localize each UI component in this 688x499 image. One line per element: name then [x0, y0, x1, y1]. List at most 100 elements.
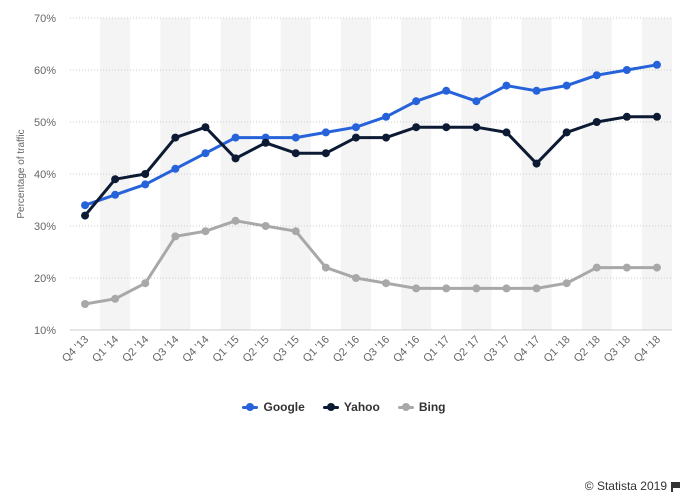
- data-point-google[interactable]: [652, 60, 661, 69]
- y-tick-label: 20%: [34, 273, 56, 285]
- data-point-google[interactable]: [412, 97, 421, 106]
- x-tick-label: Q2 '18: [572, 334, 603, 365]
- data-point-yahoo[interactable]: [171, 133, 180, 142]
- data-point-bing[interactable]: [81, 300, 90, 308]
- data-point-google[interactable]: [351, 123, 360, 132]
- data-point-bing[interactable]: [382, 279, 391, 288]
- data-point-google[interactable]: [502, 81, 511, 90]
- y-axis-title: Percentage of traffic: [16, 129, 27, 218]
- statista-credit[interactable]: © Statista 2019: [585, 479, 680, 493]
- x-tick-label: Q4 '16: [391, 334, 422, 365]
- data-point-yahoo[interactable]: [622, 112, 631, 121]
- data-point-bing[interactable]: [261, 222, 270, 230]
- data-point-bing[interactable]: [321, 263, 330, 272]
- data-point-google[interactable]: [622, 66, 631, 74]
- credit-text: © Statista 2019: [584, 479, 667, 493]
- data-point-yahoo[interactable]: [201, 123, 210, 132]
- data-point-yahoo[interactable]: [111, 175, 120, 184]
- y-tick-label: 40%: [34, 169, 56, 181]
- x-tick-label: Q3 '16: [361, 334, 392, 365]
- data-point-google[interactable]: [562, 81, 571, 90]
- data-point-google[interactable]: [472, 97, 481, 106]
- data-point-yahoo[interactable]: [321, 149, 330, 158]
- data-point-yahoo[interactable]: [81, 211, 90, 220]
- data-point-bing[interactable]: [562, 279, 571, 288]
- y-tick-label: 50%: [34, 117, 56, 129]
- data-point-bing[interactable]: [351, 274, 360, 282]
- legend-swatch-yahoo: [322, 402, 339, 412]
- legend-label-bing: Bing: [418, 400, 446, 414]
- x-tick-label: Q3 '17: [481, 334, 512, 365]
- data-point-google[interactable]: [111, 190, 120, 199]
- data-point-google[interactable]: [382, 112, 391, 121]
- y-tick-label: 70%: [34, 13, 56, 25]
- x-tick-label: Q1 '17: [421, 334, 452, 365]
- band: [461, 18, 492, 330]
- data-point-bing[interactable]: [201, 227, 210, 236]
- data-point-bing[interactable]: [412, 284, 421, 293]
- data-point-google[interactable]: [201, 149, 210, 158]
- data-point-yahoo[interactable]: [261, 138, 270, 147]
- series-lines: [83, 63, 658, 306]
- data-point-bing[interactable]: [532, 284, 541, 293]
- x-tick-label: Q2 '16: [331, 334, 362, 365]
- data-point-bing[interactable]: [171, 232, 180, 241]
- data-point-google[interactable]: [141, 180, 150, 189]
- data-point-bing[interactable]: [502, 284, 511, 293]
- y-tick-labels: 10% 20% 30% 40% 50% 60% 70%: [34, 13, 56, 337]
- data-point-google[interactable]: [171, 164, 180, 173]
- data-point-yahoo[interactable]: [382, 133, 391, 142]
- legend-item-google[interactable]: Google: [242, 400, 305, 414]
- legend-item-yahoo[interactable]: Yahoo: [322, 400, 380, 414]
- data-point-yahoo[interactable]: [231, 154, 240, 163]
- legend-label-google: Google: [263, 400, 305, 414]
- data-point-bing[interactable]: [652, 263, 661, 272]
- data-point-yahoo[interactable]: [412, 123, 421, 132]
- data-point-bing[interactable]: [111, 294, 120, 303]
- data-point-yahoo[interactable]: [562, 128, 571, 137]
- data-point-yahoo[interactable]: [141, 170, 150, 178]
- data-point-yahoo[interactable]: [652, 112, 661, 121]
- legend-swatch-bing: [397, 402, 414, 412]
- x-tick-label: Q4 '14: [180, 334, 211, 365]
- data-point-yahoo[interactable]: [502, 128, 511, 137]
- data-point-bing[interactable]: [231, 216, 240, 225]
- legend-label-yahoo: Yahoo: [343, 400, 380, 414]
- series-line-yahoo: [83, 115, 657, 217]
- data-point-yahoo[interactable]: [592, 118, 601, 126]
- x-tick-label: Q4 '13: [60, 334, 91, 365]
- data-point-yahoo[interactable]: [532, 159, 541, 168]
- data-point-bing[interactable]: [622, 263, 631, 272]
- data-point-google[interactable]: [231, 133, 240, 142]
- data-point-bing[interactable]: [472, 284, 481, 293]
- legend-item-bing[interactable]: Bing: [397, 400, 446, 414]
- data-point-google[interactable]: [592, 71, 601, 80]
- data-point-yahoo[interactable]: [442, 123, 451, 132]
- band: [401, 18, 432, 330]
- x-tick-label: Q1 '15: [211, 334, 242, 365]
- legend: Google Yahoo Bing: [0, 400, 688, 414]
- data-point-google[interactable]: [532, 86, 541, 95]
- x-tick-label: Q2 '14: [120, 334, 151, 365]
- data-point-yahoo[interactable]: [291, 149, 300, 158]
- data-point-bing[interactable]: [442, 284, 451, 293]
- data-point-google[interactable]: [442, 86, 451, 95]
- data-point-google[interactable]: [321, 128, 330, 137]
- data-point-yahoo[interactable]: [351, 133, 360, 142]
- y-tick-label: 60%: [34, 65, 56, 77]
- data-point-yahoo[interactable]: [472, 123, 481, 132]
- x-tick-label: Q3 '15: [271, 334, 302, 365]
- flag-icon: [671, 481, 680, 492]
- data-point-google[interactable]: [81, 201, 90, 210]
- x-tick-label: Q3 '18: [602, 334, 633, 365]
- series-points: [81, 60, 661, 308]
- data-point-bing[interactable]: [291, 227, 300, 236]
- x-tick-label: Q2 '15: [241, 334, 272, 365]
- y-tick-label: 30%: [34, 221, 56, 233]
- legend-swatch-google: [242, 402, 259, 412]
- data-point-bing[interactable]: [592, 263, 601, 272]
- data-point-google[interactable]: [291, 133, 300, 142]
- data-point-bing[interactable]: [141, 279, 150, 288]
- x-tick-label: Q1 '18: [542, 334, 573, 365]
